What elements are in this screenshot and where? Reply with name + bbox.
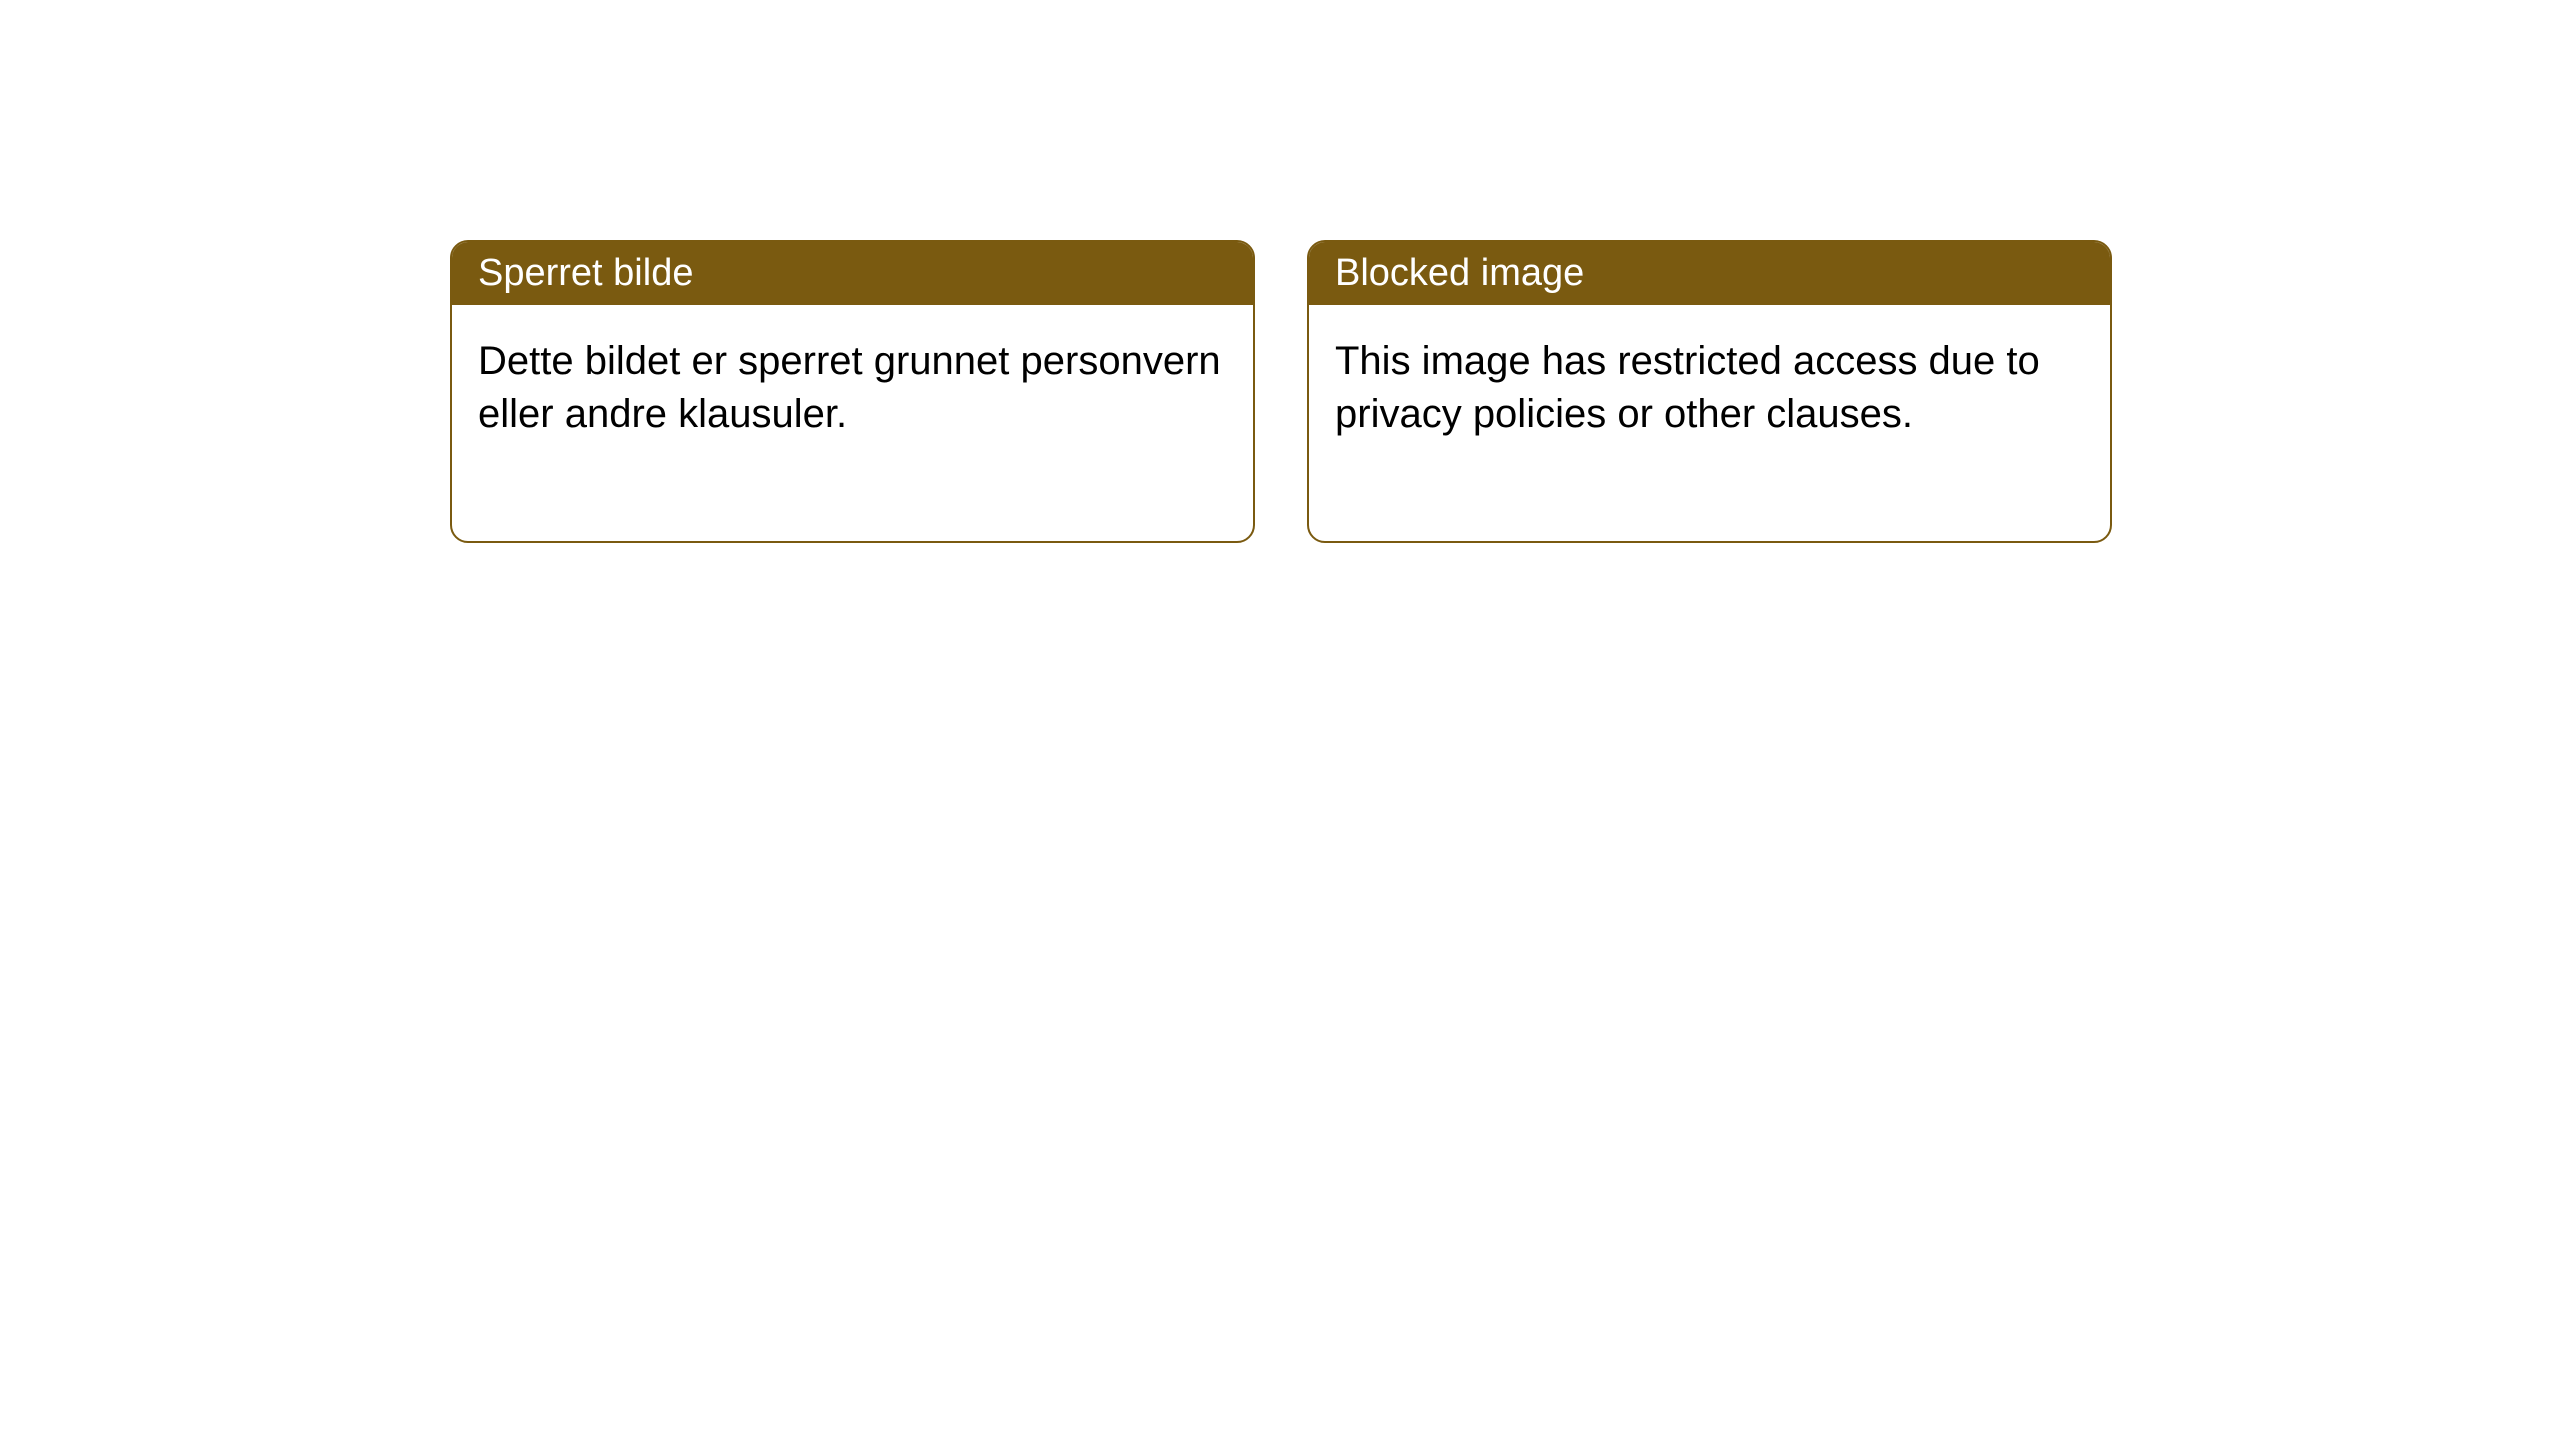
- blocked-image-card-en: Blocked image This image has restricted …: [1307, 240, 2112, 543]
- card-body: This image has restricted access due to …: [1309, 305, 2110, 541]
- card-header: Sperret bilde: [452, 242, 1253, 305]
- blocked-image-card-no: Sperret bilde Dette bildet er sperret gr…: [450, 240, 1255, 543]
- card-body: Dette bildet er sperret grunnet personve…: [452, 305, 1253, 541]
- card-header: Blocked image: [1309, 242, 2110, 305]
- card-message: This image has restricted access due to …: [1335, 339, 2040, 436]
- card-message: Dette bildet er sperret grunnet personve…: [478, 339, 1221, 436]
- card-title: Sperret bilde: [478, 252, 693, 294]
- notice-cards-container: Sperret bilde Dette bildet er sperret gr…: [450, 240, 2112, 543]
- card-title: Blocked image: [1335, 252, 1584, 294]
